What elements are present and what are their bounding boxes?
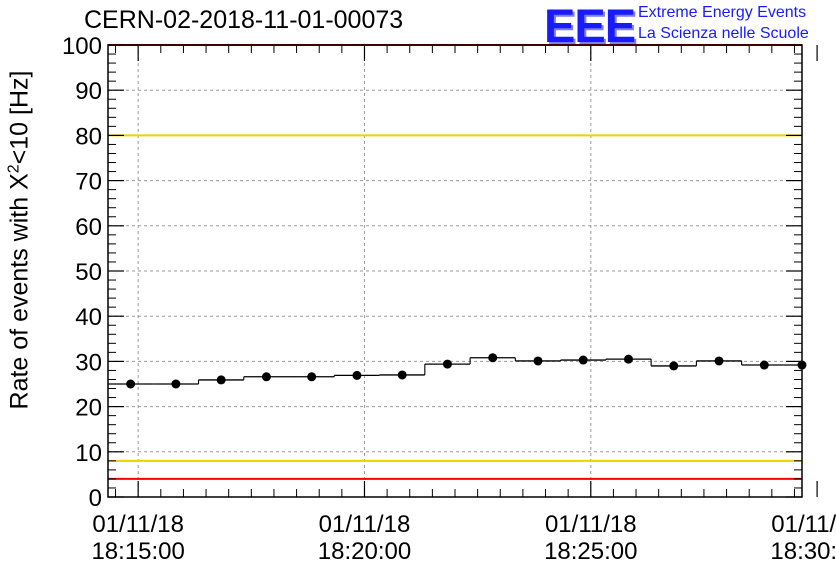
axis-ticks (108, 44, 818, 498)
x-tick-label-date: 01/11/18 (771, 511, 836, 538)
logo-line-2: La Scienza nelle Scuole (638, 25, 809, 42)
data-series (108, 353, 807, 389)
y-tick-label: 60 (75, 214, 102, 241)
tick-labels: 010203040506070809010001/11/1818:15:0001… (62, 33, 836, 565)
x-tick-label-time: 18:15:00 (91, 538, 184, 565)
y-tick-label: 80 (75, 123, 102, 150)
data-point (352, 370, 362, 380)
data-point (261, 372, 271, 382)
y-tick-label: 50 (75, 259, 102, 286)
y-tick-label: 0 (89, 485, 102, 512)
x-tick-label-date: 01/11/18 (92, 511, 184, 538)
data-point (171, 379, 181, 389)
y-tick-label: 10 (75, 440, 102, 467)
data-point (307, 372, 317, 382)
data-point (442, 359, 452, 369)
y-tick-label: 40 (75, 304, 102, 331)
grid-lines (108, 45, 802, 497)
y-tick-label: 90 (75, 78, 102, 105)
logo-line-1: Extreme Energy Events (638, 4, 807, 21)
data-point (624, 354, 633, 364)
data-point (216, 375, 226, 385)
y-tick-label: 100 (62, 33, 102, 60)
y-tick-label: 70 (75, 169, 102, 196)
y-tick-label: 20 (75, 395, 102, 422)
eee-logo: EEE (544, 0, 636, 52)
data-point (533, 356, 543, 366)
data-point (397, 370, 407, 380)
x-tick-label-time: 18:30:00 (770, 538, 836, 565)
x-tick-label-time: 18:25:00 (544, 538, 637, 565)
data-point (669, 361, 679, 371)
x-tick-label-time: 18:20:00 (318, 538, 411, 565)
data-point (126, 379, 136, 389)
x-tick-label-date: 01/11/18 (319, 511, 411, 538)
chart-title: CERN-02-2018-11-01-00073 (84, 6, 404, 34)
data-point (759, 360, 769, 370)
reference-lines (108, 44, 802, 480)
x-tick-label-date: 01/11/18 (545, 511, 637, 538)
y-tick-label: 30 (75, 349, 102, 376)
data-point (488, 353, 498, 363)
data-point (578, 355, 588, 365)
data-point (714, 356, 724, 366)
